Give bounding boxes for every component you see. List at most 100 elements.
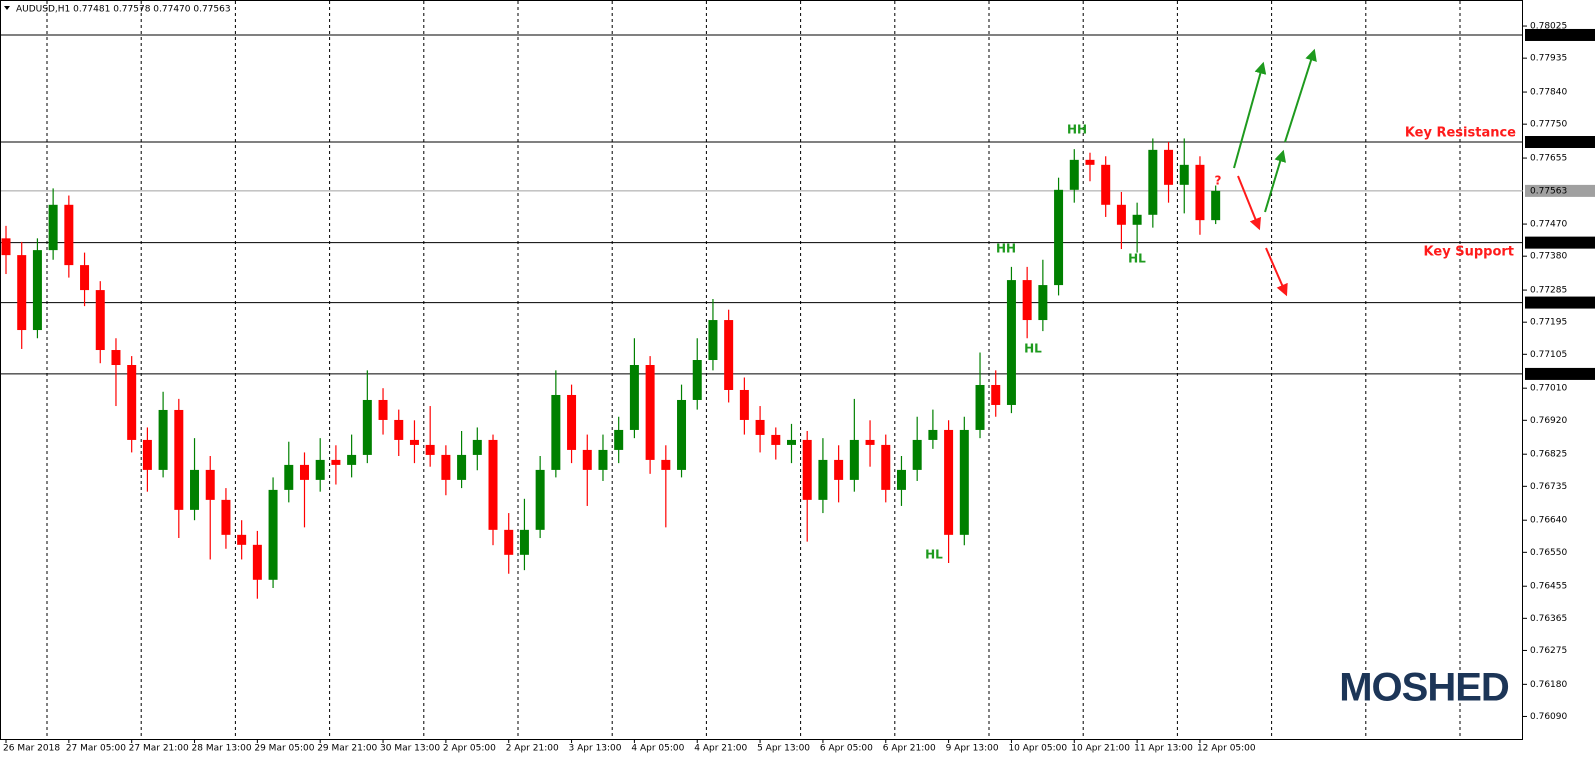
watermark: MOSHED [1339,666,1509,710]
candle-body [551,394,561,470]
x-tick-label: 5 Apr 13:00 [757,744,810,754]
y-tick-label: 0.77010 [1530,384,1567,394]
y-tick-label: 0.77470 [1530,220,1567,230]
y-tick-label: 0.77105 [1530,350,1567,360]
candle-body [1195,164,1205,221]
candle-body [959,429,969,535]
candle-body [205,469,215,500]
candle-body [1069,159,1079,190]
y-tick-label: 0.76365 [1530,614,1567,624]
arrows [1233,48,1317,297]
y-tick-label: 0.76640 [1530,516,1567,526]
candle-body [645,365,655,460]
candle-body [975,384,985,430]
x-tick-label: 26 Mar 2018 [3,744,60,754]
levels [1,34,1523,375]
candle-body [849,439,859,480]
candle-body [944,429,954,535]
candle-body [347,454,357,465]
annotation: ? [1215,174,1222,188]
level-label: 0.77050 [1530,369,1567,379]
candle-body [284,464,294,490]
candle-body [504,529,514,555]
annotation: HL [1128,252,1146,266]
candle-body [787,439,796,445]
candle-body [896,469,906,490]
y-tick-label: 0.77655 [1530,154,1567,164]
y-tick-label: 0.77935 [1530,54,1567,64]
x-tick-label: 11 Apr 13:00 [1134,744,1193,754]
annotation: Key Support [1424,245,1514,260]
candle-body [582,449,592,470]
candle-body [629,365,639,430]
candle-body [1,238,11,256]
candle-body [755,419,765,435]
candle-body [834,459,844,480]
x-tick-label: 4 Apr 21:00 [694,744,747,754]
level-label: 0.77563 [1530,186,1567,196]
candle-body [739,389,749,420]
y-tick-label: 0.77380 [1530,252,1567,262]
candle-body [441,454,451,480]
level-label-bg [1525,296,1595,309]
candle-body [771,434,781,445]
x-tick-label: 12 Apr 05:00 [1197,744,1256,754]
level-label-bg [1525,184,1595,197]
level-label-bg [1525,367,1595,380]
annotation: HL [1024,342,1042,356]
candle-body [362,399,372,455]
menu-arrow[interactable] [4,6,10,10]
annotation: Key Resistance [1405,126,1516,141]
candle-body [48,204,58,251]
candle-body [567,394,577,450]
candle-body [912,439,922,470]
level-label: 0.77250 [1530,298,1567,308]
level-label: 0.77418 [1530,238,1567,248]
candle-body [409,439,419,445]
x-tick-label: 27 Mar 21:00 [129,744,189,754]
candle-body [1006,280,1016,405]
candle-body [1085,159,1095,165]
x-tick-label: 3 Apr 13:00 [569,744,622,754]
annotation: HH [996,242,1016,256]
candle-body [111,350,121,366]
candle-body [174,409,184,510]
y-tick-label: 0.77750 [1530,120,1567,130]
arrow [1284,48,1317,143]
y-tick-label: 0.77285 [1530,286,1567,296]
candle-body [80,265,90,291]
chart-title: AUDUSD,H1 0.77481 0.77578 0.77470 0.7756… [16,5,231,15]
candle-body [1101,164,1111,205]
candle-body [692,360,702,400]
candle-body [158,409,168,470]
candle-body [142,439,152,470]
x-tick-label: 6 Apr 21:00 [883,744,936,754]
y-tick-label: 0.77195 [1530,318,1567,328]
level-label-bg [1525,236,1595,249]
candle-body [127,365,137,440]
plot-frame [0,0,1523,740]
arrow [1264,149,1286,213]
candle-body [425,444,435,455]
x-tick-label: 9 Apr 13:00 [946,744,999,754]
x-tick-label: 29 Mar 05:00 [254,744,314,754]
level-label: 0.78000 [1530,30,1567,40]
candle-body [1164,149,1174,185]
candle-body [1211,190,1221,221]
arrow [1237,175,1261,231]
candle-body [252,544,262,580]
candle-body [991,384,1001,405]
y-tick-label: 0.78025 [1530,22,1567,32]
candle-body [881,444,891,490]
x-tick-label: 28 Mar 13:00 [192,744,252,754]
y-tick-label: 0.76455 [1530,582,1567,592]
x-tick-label: 6 Apr 05:00 [820,744,873,754]
candle-body [1022,280,1032,321]
arrow [1233,61,1267,169]
candle-body [190,469,200,510]
candle-body [614,429,624,450]
candle-body [598,449,608,470]
x-tick-label: 10 Apr 05:00 [1008,744,1067,754]
